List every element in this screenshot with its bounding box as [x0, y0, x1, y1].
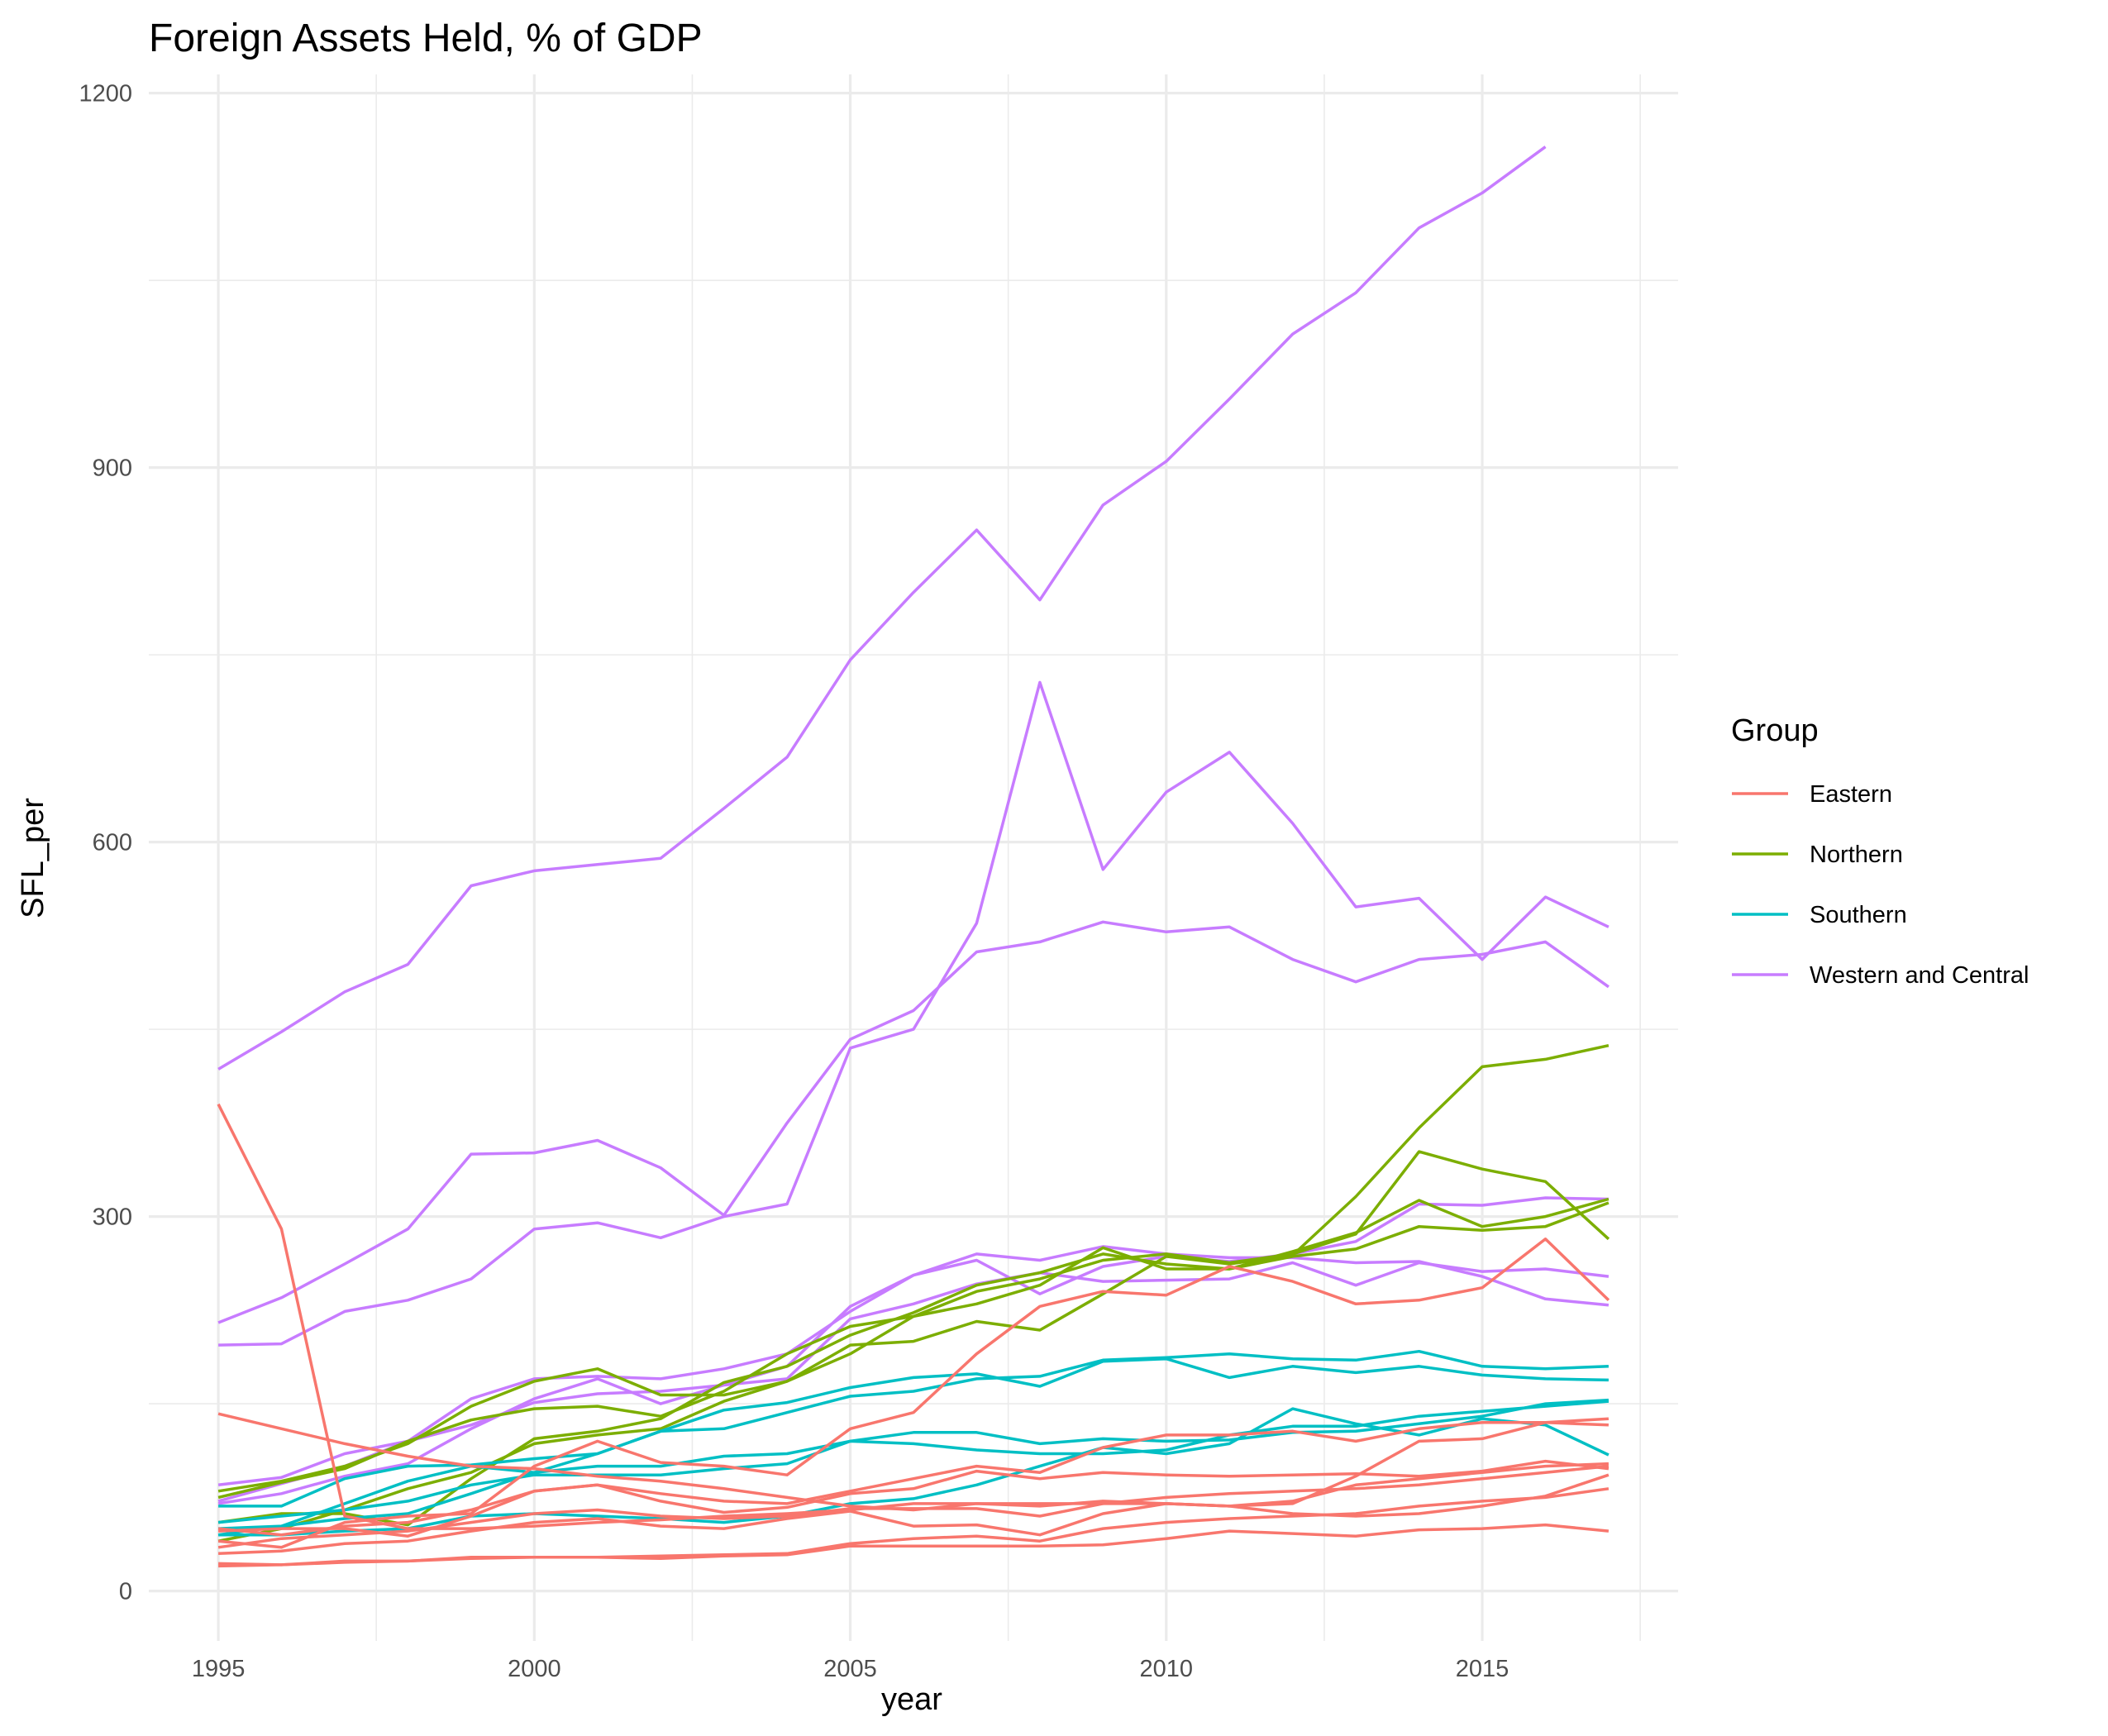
x-tick-label: 1995 [192, 1656, 246, 1682]
series-line-eastern [217, 1238, 1610, 1549]
gridlines [149, 74, 1678, 1641]
x-axis-title: year [881, 1682, 942, 1717]
series-line-western-and-central [217, 1196, 1609, 1505]
x-tick-label: 2000 [508, 1656, 561, 1682]
x-tick-label: 2005 [823, 1656, 877, 1682]
series-line-southern [218, 1357, 1609, 1508]
series-line-eastern [218, 1473, 1610, 1556]
y-tick-label: 600 [93, 830, 132, 856]
legend-label-western-and-central: Western and Central [1810, 962, 2029, 989]
series-lines [217, 145, 1610, 1568]
series-line-western-and-central [218, 680, 1610, 1347]
legend: Group Eastern Northern Southern Western … [1731, 713, 2029, 989]
y-tick-label: 300 [93, 1204, 132, 1231]
series-line-eastern [218, 1417, 1610, 1538]
x-tick-label: 2010 [1140, 1656, 1194, 1682]
y-tick-label: 900 [93, 455, 132, 482]
series-line-southern [218, 1407, 1610, 1537]
series-line-western-and-central [217, 1245, 1610, 1487]
x-axis-ticks: 1995 2000 2005 2010 2015 [192, 1656, 1509, 1682]
legend-label-northern: Northern [1810, 842, 1903, 868]
legend-label-southern: Southern [1810, 902, 1907, 928]
series-line-western-and-central [217, 920, 1610, 1324]
series-line-eastern [218, 1487, 1610, 1568]
y-tick-label: 0 [119, 1579, 132, 1605]
x-tick-label: 2015 [1456, 1656, 1509, 1682]
chart-title: Foreign Assets Held, % of GDP [149, 17, 703, 60]
series-line-southern [217, 1400, 1610, 1537]
series-line-northern [217, 1043, 1610, 1493]
y-tick-label: 1200 [79, 81, 132, 107]
series-line-eastern [217, 1421, 1609, 1549]
series-line-eastern [217, 1103, 1610, 1530]
series-line-northern [217, 1197, 1610, 1527]
series-line-western-and-central [217, 145, 1547, 1071]
y-axis-title: SFL_per [16, 798, 50, 918]
y-axis-ticks: 0 300 600 900 1200 [79, 81, 132, 1605]
series-line-northern [217, 1150, 1610, 1543]
legend-label-eastern: Eastern [1810, 781, 1892, 808]
series-line-southern [218, 1349, 1609, 1530]
legend-title: Group [1731, 713, 1819, 748]
series-line-western-and-central [217, 1261, 1610, 1503]
